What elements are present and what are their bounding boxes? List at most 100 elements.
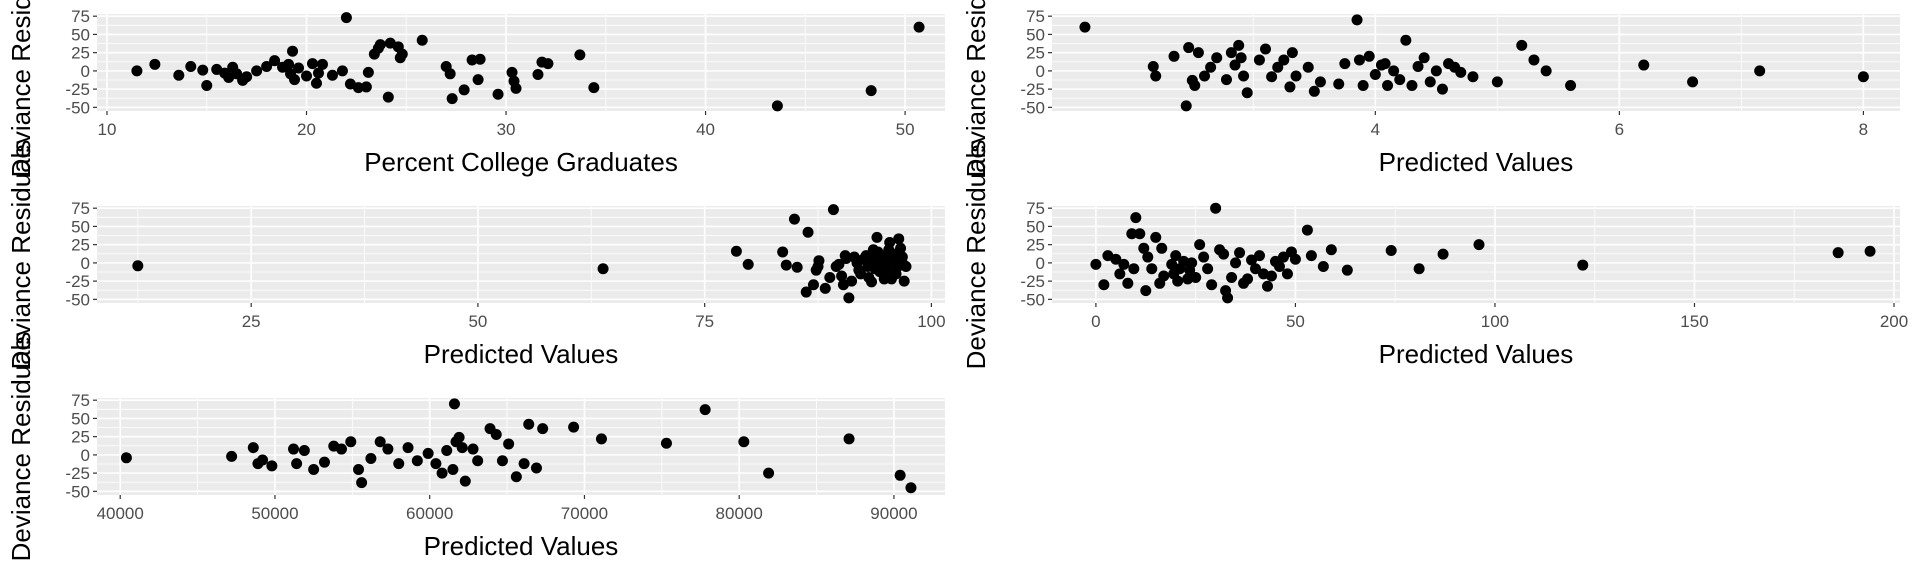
data-point: [1158, 270, 1170, 282]
data-point: [1382, 79, 1394, 91]
data-point: [1142, 251, 1154, 263]
data-point: [1210, 202, 1222, 214]
data-point: [490, 428, 502, 440]
x-tick-label: 40000: [97, 504, 144, 523]
data-point: [1437, 248, 1449, 260]
data-point: [411, 455, 423, 467]
x-tick-label: 25: [242, 312, 261, 331]
data-point: [1114, 268, 1126, 280]
data-point: [1385, 244, 1397, 256]
data-point: [283, 58, 295, 70]
data-point: [1857, 71, 1869, 83]
y-tick-label: 0: [81, 446, 90, 465]
y-tick-label: -25: [1020, 272, 1045, 291]
data-point: [510, 82, 522, 94]
data-point: [185, 61, 197, 73]
data-point: [1226, 271, 1238, 283]
data-point: [840, 253, 852, 265]
x-tick-label: 50: [468, 312, 487, 331]
data-point: [900, 261, 912, 273]
data-point: [1406, 79, 1418, 91]
data-point: [1253, 54, 1265, 66]
x-tick-label: 150: [1680, 312, 1708, 331]
data-point: [813, 255, 825, 267]
data-point: [1172, 275, 1184, 287]
data-point: [1528, 54, 1540, 66]
data-point: [132, 260, 144, 272]
data-point: [447, 463, 459, 475]
data-point: [1194, 239, 1206, 251]
data-point: [1638, 59, 1650, 71]
data-point: [402, 442, 414, 454]
y-axis-title: Deviance Residuals: [6, 0, 36, 177]
data-point: [1138, 242, 1150, 254]
y-tick-label: -25: [1020, 80, 1045, 99]
x-tick-label: 8: [1859, 120, 1868, 139]
data-point: [1277, 251, 1289, 263]
data-point: [738, 436, 750, 448]
data-point: [310, 77, 322, 89]
plot-background: [1052, 14, 1900, 111]
data-point: [506, 66, 518, 78]
y-tick-label: -50: [65, 482, 90, 501]
data-point: [1150, 70, 1162, 82]
data-point: [1281, 268, 1293, 280]
data-point: [824, 271, 836, 283]
data-point: [444, 68, 456, 80]
data-point: [827, 204, 839, 216]
data-point: [788, 213, 800, 225]
plot-background: [97, 206, 945, 303]
x-tick-label: 20: [297, 120, 316, 139]
data-point: [866, 276, 878, 288]
data-point: [1254, 250, 1266, 262]
data-point: [1118, 258, 1130, 270]
data-point: [843, 433, 855, 445]
data-point: [448, 398, 460, 410]
data-point: [1369, 69, 1381, 81]
data-point: [532, 69, 544, 81]
data-point: [1229, 59, 1241, 71]
data-point: [416, 34, 428, 46]
data-point: [288, 443, 300, 455]
y-axis-title: Deviance Residuals: [961, 140, 991, 370]
data-point: [173, 69, 185, 81]
y-tick-label: 75: [71, 391, 90, 410]
data-point: [1198, 251, 1210, 263]
data-point: [492, 88, 504, 100]
data-point: [1412, 61, 1424, 73]
data-point: [1225, 47, 1237, 59]
data-point: [1250, 263, 1262, 275]
data-point: [1241, 87, 1253, 99]
data-point: [1413, 263, 1425, 275]
y-tick-label: 25: [1026, 236, 1045, 255]
y-tick-label: 50: [1026, 25, 1045, 44]
data-point: [1130, 212, 1142, 224]
data-point: [742, 258, 754, 270]
data-point: [1467, 71, 1479, 83]
plot-background: [97, 14, 945, 111]
data-point: [1126, 228, 1138, 240]
data-point: [301, 70, 313, 82]
data-point: [1302, 61, 1314, 73]
x-axis-title: Predicted Values: [424, 531, 619, 561]
data-point: [382, 91, 394, 103]
data-point: [913, 21, 925, 33]
data-point: [843, 292, 855, 304]
data-point: [763, 467, 775, 479]
x-tick-label: 90000: [870, 504, 917, 523]
data-point: [1211, 52, 1223, 64]
x-tick-label: 50000: [251, 504, 298, 523]
data-point: [574, 49, 586, 61]
y-tick-label: 25: [71, 428, 90, 447]
data-point: [197, 64, 209, 76]
data-point: [893, 233, 905, 245]
data-point: [472, 455, 484, 467]
data-point: [1754, 65, 1766, 77]
data-point: [1314, 76, 1326, 88]
data-point: [287, 45, 299, 57]
data-point: [819, 282, 831, 294]
y-tick-label: 25: [71, 236, 90, 255]
data-point: [226, 450, 238, 462]
y-axis-title: Deviance Residuals: [961, 0, 991, 177]
